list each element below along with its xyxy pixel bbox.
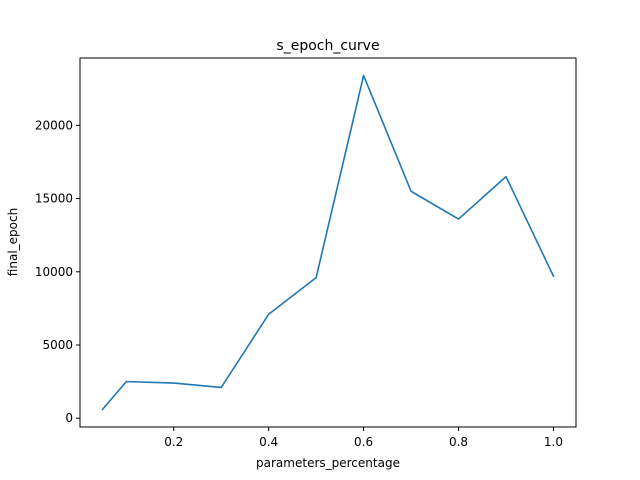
x-tick-label: 0.8 — [449, 435, 468, 449]
x-axis-label: parameters_percentage — [256, 456, 400, 470]
y-tick-label: 20000 — [35, 118, 73, 132]
y-tick-label: 10000 — [35, 265, 73, 279]
chart-title: s_epoch_curve — [276, 38, 379, 54]
x-tick-label: 0.4 — [259, 435, 278, 449]
y-tick-label: 15000 — [35, 192, 73, 206]
y-axis-label: final_epoch — [6, 208, 20, 276]
x-tick-label: 0.2 — [164, 435, 183, 449]
plot-frame — [79, 57, 577, 428]
x-tick-label: 1.0 — [544, 435, 563, 449]
y-tick-label: 5000 — [42, 338, 73, 352]
x-tick-label: 0.6 — [354, 435, 373, 449]
series-line — [101, 74, 555, 411]
y-tick-label: 0 — [65, 411, 73, 425]
